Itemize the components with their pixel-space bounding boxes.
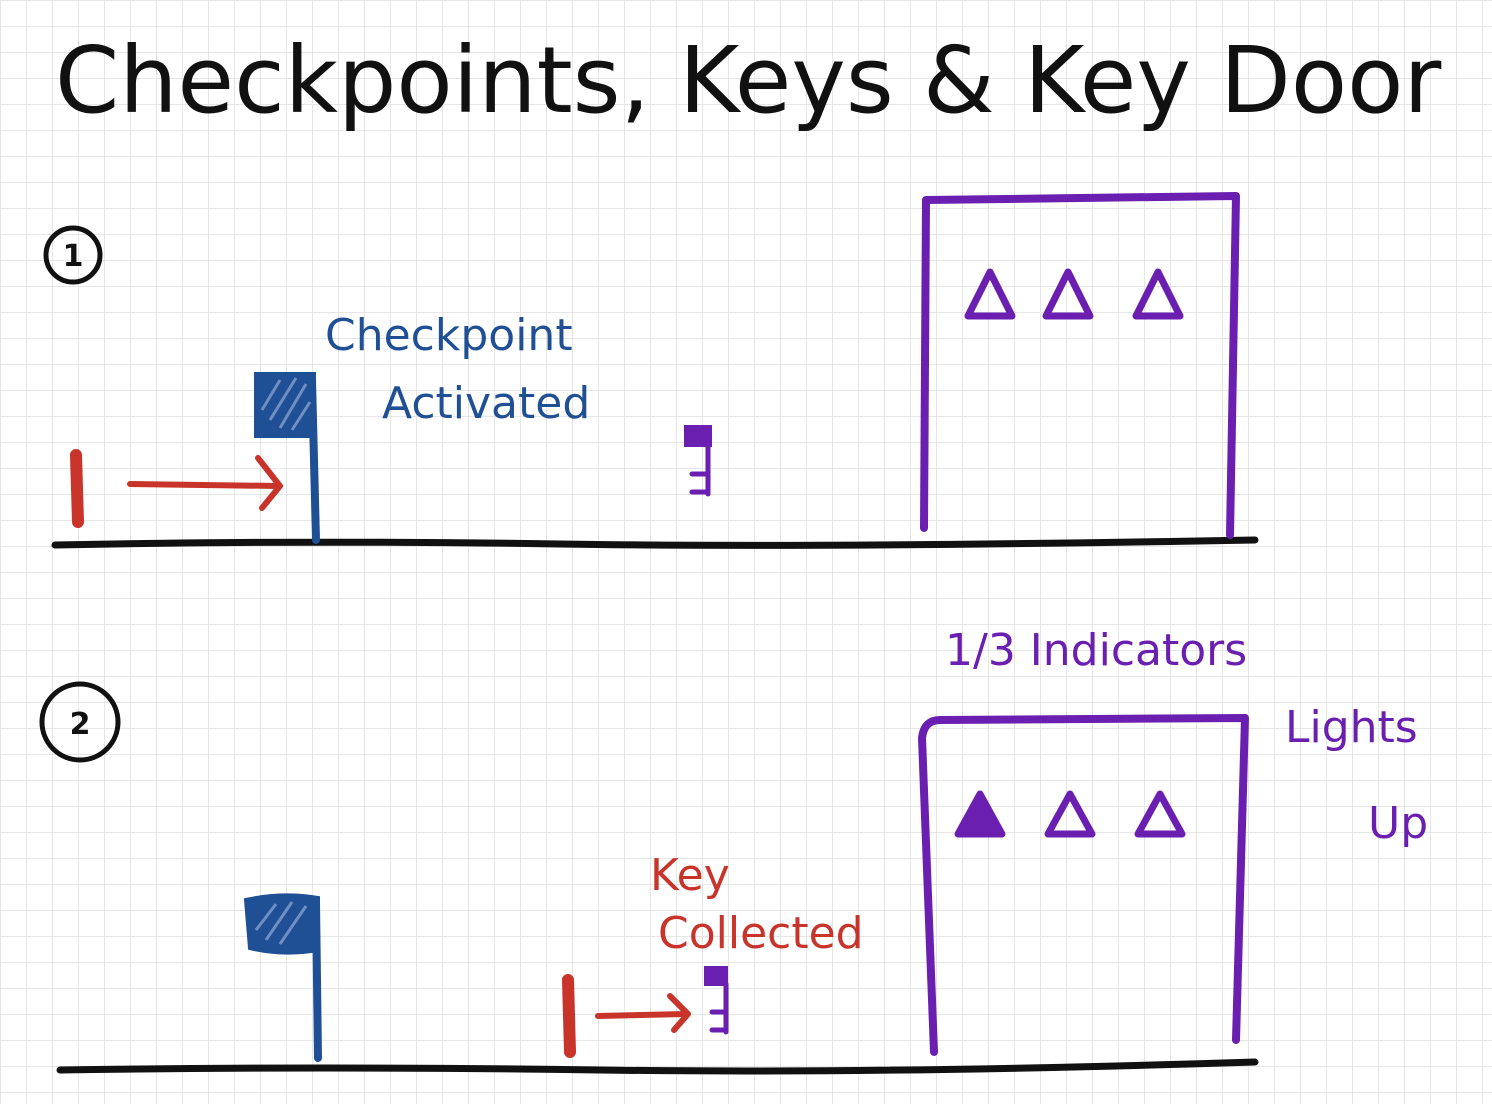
key-icon-1	[684, 425, 712, 497]
diagram-title: Checkpoints, Keys & Key Door	[55, 27, 1441, 134]
panel-2: 2 Key Collected 1/3 Ind	[39, 625, 1432, 1075]
ground-line-1	[51, 536, 1259, 549]
door-label-line-3: Up	[1368, 798, 1428, 849]
movement-arrow-1	[127, 455, 283, 511]
checkpoint-flag-2	[243, 893, 322, 1062]
step-2-number: 2	[70, 707, 91, 742]
unlit-indicator-triangle-icon	[1042, 268, 1094, 320]
key-label-line-2: Collected	[658, 908, 864, 959]
checkpoint-label-line-1: Checkpoint	[325, 310, 573, 361]
key-label-line-1: Key	[650, 850, 730, 901]
ground-line-2	[56, 1058, 1259, 1075]
player-1	[70, 449, 84, 528]
checkpoint-flag-1	[254, 372, 320, 544]
door-label-line-1: 1/3 Indicators	[945, 625, 1247, 676]
key-door-2	[918, 714, 1249, 1056]
door-indicators-label: 1/3 Indicators Lights Up	[945, 625, 1432, 849]
door-indicators-1	[964, 268, 1184, 320]
key-door-1	[920, 192, 1240, 539]
key-collected-label: Key Collected	[650, 850, 864, 959]
checkpoint-label-line-2: Activated	[382, 378, 590, 429]
unlit-indicator-triangle-icon	[1132, 268, 1184, 320]
unlit-indicator-triangle-icon	[964, 268, 1016, 320]
movement-arrow-2	[595, 993, 691, 1033]
unlit-indicator-triangle-icon	[1044, 790, 1096, 838]
step-2-circle	[39, 681, 121, 763]
checkpoint-activated-label: Checkpoint Activated	[325, 310, 590, 429]
key-icon-2	[704, 966, 729, 1035]
step-1-number: 1	[63, 239, 84, 274]
panel-1: 1 Checkpoint Activated	[43, 192, 1259, 549]
unlit-indicator-triangle-icon	[1134, 790, 1186, 838]
door-indicators-2	[954, 790, 1186, 838]
door-label-line-2: Lights	[1285, 702, 1418, 753]
lit-indicator-triangle-icon	[954, 790, 1006, 838]
step-1-circle	[43, 225, 103, 285]
player-2	[562, 974, 576, 1058]
